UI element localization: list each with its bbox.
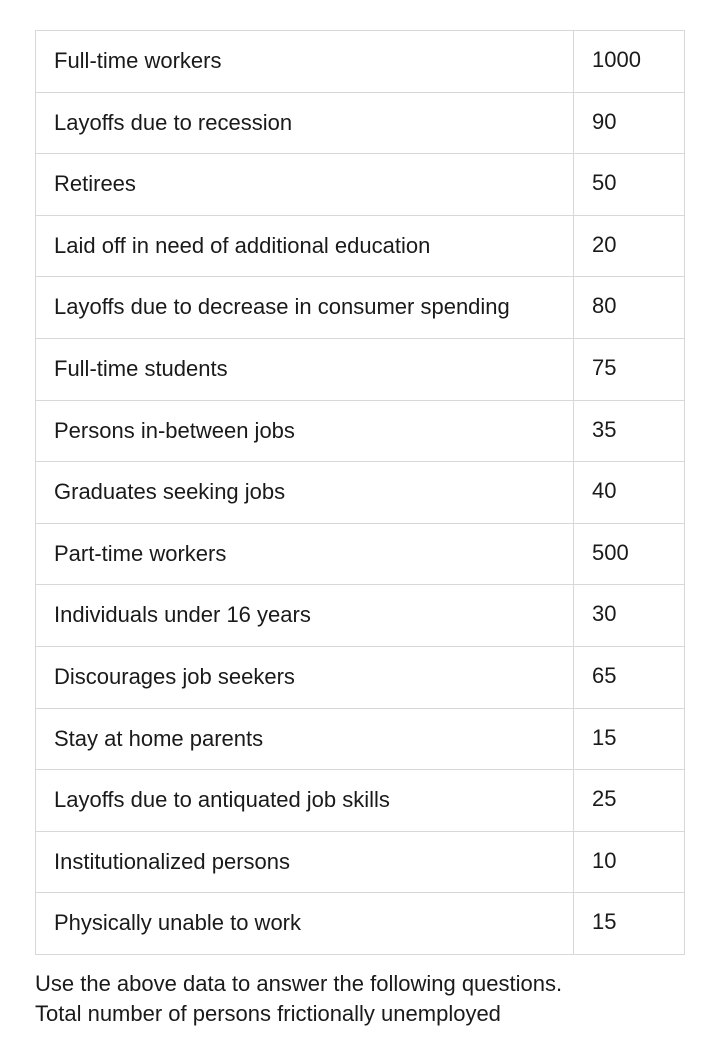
row-value: 40 xyxy=(574,462,684,523)
row-value: 15 xyxy=(574,893,684,954)
row-value: 75 xyxy=(574,339,684,400)
table-row: Part-time workers 500 xyxy=(36,524,684,586)
table-row: Layoffs due to antiquated job skills 25 xyxy=(36,770,684,832)
row-label: Laid off in need of additional education xyxy=(36,216,574,277)
table-row: Laid off in need of additional education… xyxy=(36,216,684,278)
row-label: Stay at home parents xyxy=(36,709,574,770)
row-label: Discourages job seekers xyxy=(36,647,574,708)
table-row: Stay at home parents 15 xyxy=(36,709,684,771)
table-row: Institutionalized persons 10 xyxy=(36,832,684,894)
table-row: Persons in-between jobs 35 xyxy=(36,401,684,463)
table-row: Retirees 50 xyxy=(36,154,684,216)
row-label: Full-time workers xyxy=(36,31,574,92)
row-label: Layoffs due to recession xyxy=(36,93,574,154)
table-row: Layoffs due to recession 90 xyxy=(36,93,684,155)
row-label: Retirees xyxy=(36,154,574,215)
table-row: Graduates seeking jobs 40 xyxy=(36,462,684,524)
table-row: Full-time workers 1000 xyxy=(36,31,684,93)
row-value: 80 xyxy=(574,277,684,338)
row-label: Physically unable to work xyxy=(36,893,574,954)
row-label: Graduates seeking jobs xyxy=(36,462,574,523)
data-table: Full-time workers 1000 Layoffs due to re… xyxy=(35,30,685,955)
row-value: 20 xyxy=(574,216,684,277)
row-label: Full-time students xyxy=(36,339,574,400)
row-label: Persons in-between jobs xyxy=(36,401,574,462)
question-prompt: Use the above data to answer the followi… xyxy=(35,969,595,1028)
table-row: Individuals under 16 years 30 xyxy=(36,585,684,647)
row-label: Institutionalized persons xyxy=(36,832,574,893)
row-label: Part-time workers xyxy=(36,524,574,585)
row-value: 25 xyxy=(574,770,684,831)
row-value: 500 xyxy=(574,524,684,585)
row-value: 10 xyxy=(574,832,684,893)
row-label: Layoffs due to decrease in consumer spen… xyxy=(36,277,574,338)
row-label: Individuals under 16 years xyxy=(36,585,574,646)
table-row: Physically unable to work 15 xyxy=(36,893,684,954)
table-row: Layoffs due to decrease in consumer spen… xyxy=(36,277,684,339)
row-value: 65 xyxy=(574,647,684,708)
row-value: 30 xyxy=(574,585,684,646)
row-value: 50 xyxy=(574,154,684,215)
row-value: 1000 xyxy=(574,31,684,92)
row-value: 15 xyxy=(574,709,684,770)
table-row: Discourages job seekers 65 xyxy=(36,647,684,709)
row-value: 35 xyxy=(574,401,684,462)
row-value: 90 xyxy=(574,93,684,154)
table-row: Full-time students 75 xyxy=(36,339,684,401)
row-label: Layoffs due to antiquated job skills xyxy=(36,770,574,831)
